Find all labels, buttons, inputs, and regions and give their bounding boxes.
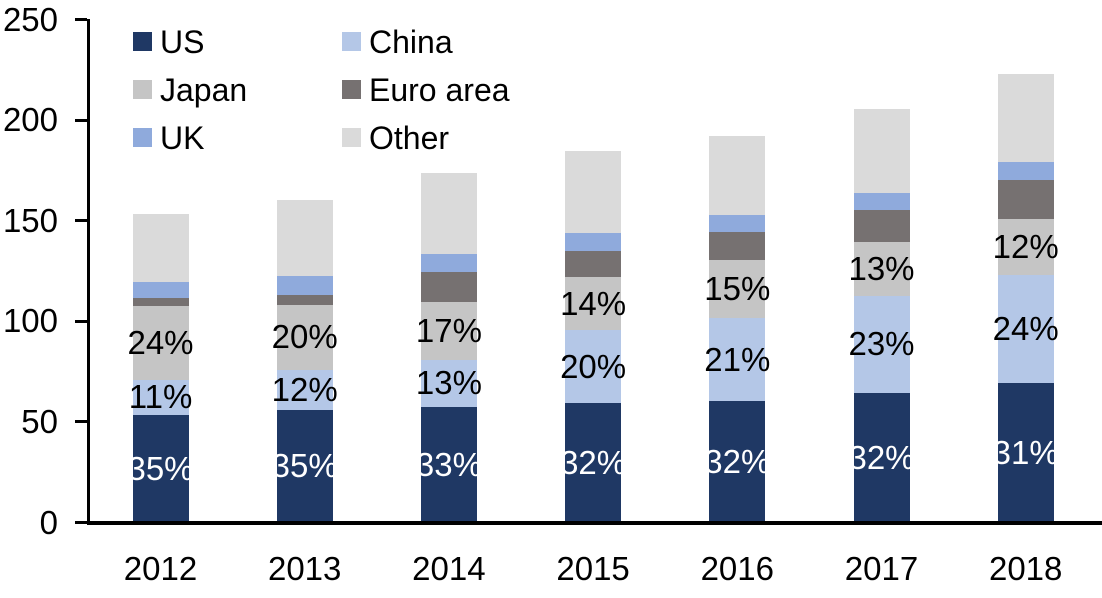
bar-segment-other	[853, 109, 910, 193]
bar-segment-japan	[132, 306, 189, 380]
legend-swatch-japan	[133, 80, 152, 99]
legend-label-japan: Japan	[160, 72, 248, 108]
legend-label-china: China	[369, 24, 453, 60]
legend-swatch-other	[342, 128, 361, 147]
x-axis-line	[87, 521, 1102, 525]
bar-segment-china	[132, 379, 189, 415]
x-axis-label-2017: 2017	[844, 550, 919, 587]
bar-segment-uk	[709, 214, 766, 232]
bar-segment-euro-area	[709, 231, 766, 260]
bar-segment-japan	[997, 218, 1054, 276]
bar-segment-us	[420, 406, 477, 523]
bar-segment-euro-area	[565, 250, 622, 278]
legend-swatch-china	[342, 32, 361, 51]
bar-segment-uk	[997, 162, 1054, 181]
bar-segment-us	[565, 402, 622, 523]
x-axis-label-2015: 2015	[556, 550, 630, 587]
bar-segment-japan	[565, 277, 622, 331]
x-axis-label-2016: 2016	[700, 550, 774, 587]
bar-segment-euro-area	[997, 180, 1054, 219]
bar-segment-japan	[420, 302, 477, 360]
bar-segment-euro-area	[420, 272, 477, 303]
bar-segment-other	[997, 73, 1054, 163]
y-axis-tick	[75, 521, 87, 524]
bar-segment-china	[709, 318, 766, 401]
bar-segment-uk	[276, 276, 333, 296]
y-axis-tick	[75, 319, 87, 323]
y-axis-tick	[75, 219, 87, 223]
bar-segment-china	[853, 296, 910, 393]
bar-segment-us	[853, 392, 910, 523]
y-axis-tick-label: 0	[39, 503, 58, 541]
y-axis-tick-label: 50	[21, 402, 58, 440]
legend-label-other: Other	[369, 120, 450, 156]
bar-segment-us	[276, 409, 333, 523]
bar-segment-japan	[709, 259, 766, 319]
legend-label-euro-area: Euro area	[369, 72, 510, 108]
bar-segment-euro-area	[132, 298, 189, 307]
y-axis-line	[87, 19, 90, 524]
bar-segment-uk	[853, 192, 910, 210]
bar-segment-us	[132, 414, 189, 523]
legend-label-uk: UK	[160, 120, 205, 156]
bar-segment-other	[709, 136, 766, 215]
y-axis-tick-label: 150	[2, 201, 58, 239]
bar-segment-uk	[565, 232, 622, 251]
y-axis-tick	[75, 420, 87, 424]
bar-segment-china	[997, 275, 1054, 383]
y-axis-tick	[75, 118, 87, 122]
bar-segment-japan	[276, 305, 333, 370]
bar-segment-us	[997, 382, 1054, 523]
y-axis-tick-label: 200	[2, 101, 58, 139]
legend-label-us: US	[160, 24, 205, 60]
bar-segment-japan	[853, 241, 910, 297]
bar-segment-other	[565, 151, 622, 233]
y-axis-tick-label: 100	[2, 302, 58, 340]
bar-segment-other	[420, 173, 477, 254]
bar-segment-euro-area	[853, 209, 910, 242]
bar-segment-uk	[132, 282, 189, 299]
legend-swatch-us	[133, 32, 152, 51]
bar-segment-us	[709, 400, 766, 523]
y-axis-tick	[75, 18, 87, 21]
bar-segment-china	[420, 359, 477, 407]
x-axis-label-2018: 2018	[988, 550, 1063, 587]
bar-segment-china	[565, 330, 622, 403]
x-axis-label-2012: 2012	[123, 550, 198, 587]
y-axis-tick-label: 250	[2, 0, 58, 38]
legend-swatch-euro-area	[342, 80, 361, 99]
x-axis-label-2014: 2014	[412, 550, 486, 587]
legend-swatch-uk	[133, 128, 152, 147]
x-axis-label-2013: 2013	[267, 550, 342, 587]
bar-segment-other	[132, 213, 189, 283]
bar-segment-euro-area	[276, 295, 333, 306]
bar-segment-uk	[420, 253, 477, 272]
bar-segment-other	[276, 199, 333, 277]
bar-segment-china	[276, 369, 333, 410]
